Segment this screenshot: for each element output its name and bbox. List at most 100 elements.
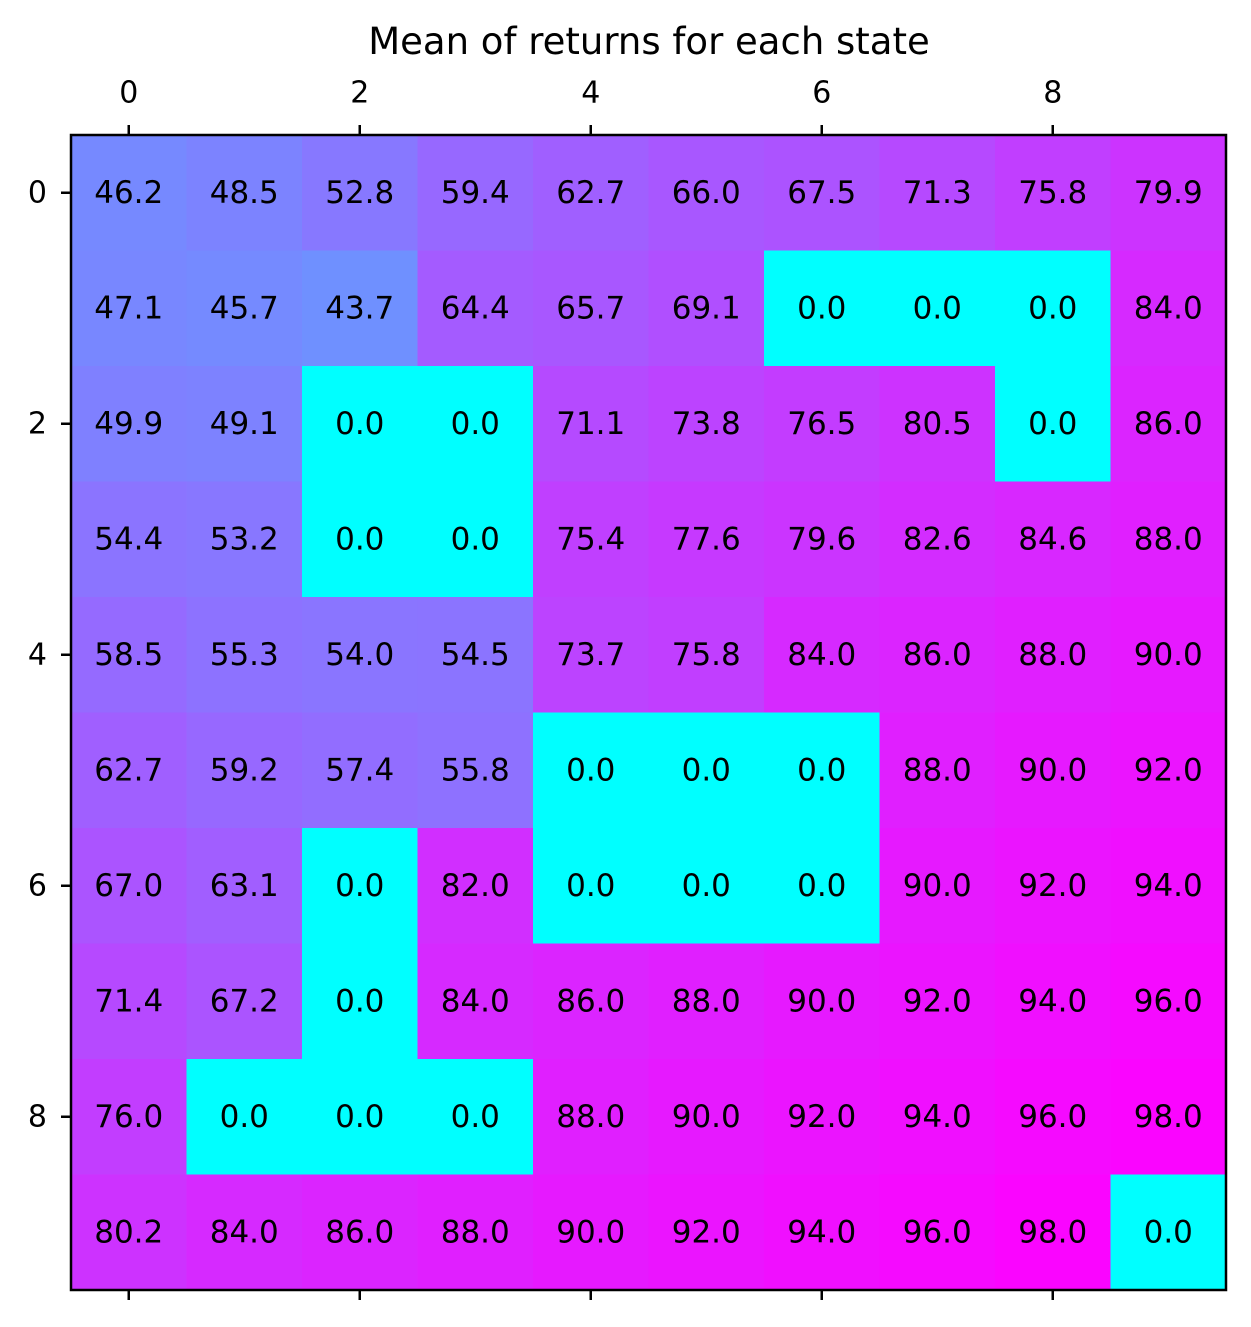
cell-value-label: 0.0	[335, 406, 384, 442]
heatmap-cell-r2-c8	[995, 366, 1112, 483]
heatmap-cell-r3-c8	[995, 481, 1112, 598]
cell-value-label: 90.0	[672, 1099, 741, 1135]
cell-value-label: 94.0	[1018, 983, 1087, 1019]
cell-value-label: 0.0	[682, 752, 731, 788]
heatmap-cell-r3-c4	[533, 481, 650, 598]
cell-value-label: 57.4	[325, 752, 394, 788]
heatmap-cell-r9-c8	[995, 1174, 1112, 1291]
heatmap-cell-r6-c9	[1110, 828, 1227, 945]
heatmap-cell-r0-c9	[1110, 135, 1227, 252]
cell-value-label: 62.7	[94, 752, 163, 788]
heatmap-cell-r4-c7	[879, 597, 996, 714]
cell-value-label: 0.0	[220, 1099, 269, 1135]
cell-value-label: 75.8	[672, 637, 741, 673]
cell-value-label: 0.0	[566, 752, 615, 788]
cell-value-label: 59.2	[210, 752, 279, 788]
cell-value-label: 76.5	[787, 406, 856, 442]
cell-value-label: 54.4	[94, 521, 163, 557]
heatmap-cell-r2-c1	[186, 366, 303, 483]
heatmap-cell-r6-c2	[302, 828, 419, 945]
cell-value-label: 92.0	[903, 983, 972, 1019]
cell-value-label: 67.2	[210, 983, 279, 1019]
heatmap-cell-r1-c6	[764, 250, 881, 367]
heatmap-cell-r4-c1	[186, 597, 303, 714]
cell-value-label: 90.0	[787, 983, 856, 1019]
cell-value-label: 86.0	[903, 637, 972, 673]
heatmap-cell-r9-c4	[533, 1174, 650, 1291]
heatmap-cell-r8-c2	[302, 1059, 419, 1176]
cell-value-label: 90.0	[903, 868, 972, 904]
heatmap-cell-r5-c7	[879, 712, 996, 829]
heatmap-cell-r6-c1	[186, 828, 303, 945]
heatmap-cell-r2-c0	[71, 366, 188, 483]
heatmap-cell-r0-c0	[71, 135, 188, 252]
heatmap-cell-r5-c5	[648, 712, 765, 829]
cell-value-label: 96.0	[1018, 1099, 1087, 1135]
x-tick-label: 0	[119, 76, 138, 111]
heatmap-cell-r5-c3	[417, 712, 534, 829]
heatmap-cell-r1-c5	[648, 250, 765, 367]
heatmap-cell-r9-c9	[1110, 1174, 1227, 1291]
heatmap-cell-r7-c5	[648, 943, 765, 1060]
cell-value-label: 53.2	[210, 521, 279, 557]
heatmap-cell-r9-c1	[186, 1174, 303, 1291]
heatmap-cell-r1-c0	[71, 250, 188, 367]
cell-value-label: 66.0	[672, 175, 741, 211]
cell-value-label: 75.4	[556, 521, 625, 557]
cell-value-label: 52.8	[325, 175, 394, 211]
cell-value-label: 71.4	[94, 983, 163, 1019]
heatmap-cell-r9-c2	[302, 1174, 419, 1291]
heatmap-cell-r0-c6	[764, 135, 881, 252]
heatmap-cell-r4-c0	[71, 597, 188, 714]
cell-value-label: 71.1	[556, 406, 625, 442]
cell-value-label: 92.0	[672, 1214, 741, 1250]
cell-value-label: 88.0	[441, 1214, 510, 1250]
heatmap-cell-r0-c5	[648, 135, 765, 252]
cell-value-label: 45.7	[210, 290, 279, 326]
cell-value-label: 54.5	[441, 637, 510, 673]
axes-frame	[69, 133, 1228, 1292]
heatmap-cell-r9-c6	[764, 1174, 881, 1291]
heatmap-cell-r9-c5	[648, 1174, 765, 1291]
cell-value-label: 65.7	[556, 290, 625, 326]
cell-value-label: 58.5	[94, 637, 163, 673]
heatmap-cell-r5-c2	[302, 712, 419, 829]
heatmap-cell-r4-c2	[302, 597, 419, 714]
heatmap-cell-r8-c3	[417, 1059, 534, 1176]
heatmap-cell-r8-c0	[71, 1059, 188, 1176]
heatmap-cell-r7-c7	[879, 943, 996, 1060]
cell-value-label: 0.0	[335, 983, 384, 1019]
cell-value-label: 64.4	[441, 290, 510, 326]
heatmap-cell-r1-c4	[533, 250, 650, 367]
heatmap-cell-r8-c1	[186, 1059, 303, 1176]
heatmap-cell-r8-c9	[1110, 1059, 1227, 1176]
heatmap-cell-r7-c9	[1110, 943, 1227, 1060]
heatmap-cell-r4-c4	[533, 597, 650, 714]
cell-value-label: 88.0	[903, 752, 972, 788]
heatmap-cell-r7-c3	[417, 943, 534, 1060]
heatmap-cell-r4-c5	[648, 597, 765, 714]
heatmap-cell-r5-c6	[764, 712, 881, 829]
heatmap-cell-r0-c1	[186, 135, 303, 252]
cell-value-label: 0.0	[797, 752, 846, 788]
cell-value-label: 86.0	[1134, 406, 1203, 442]
heatmap-cell-r5-c9	[1110, 712, 1227, 829]
heatmap-cell-r1-c8	[995, 250, 1112, 367]
heatmap-cell-r6-c0	[71, 828, 188, 945]
heatmap-cell-r8-c7	[879, 1059, 996, 1176]
cell-value-label: 0.0	[335, 521, 384, 557]
y-tick-label: 6	[28, 868, 47, 903]
heatmap-cells	[71, 135, 1227, 1291]
cell-value-label: 90.0	[556, 1214, 625, 1250]
cell-value-label: 0.0	[1028, 406, 1077, 442]
heatmap-cell-r1-c9	[1110, 250, 1227, 367]
cell-value-label: 84.6	[1018, 521, 1087, 557]
cell-value-label: 84.0	[1134, 290, 1203, 326]
cell-value-label: 88.0	[1134, 521, 1203, 557]
cell-value-label: 77.6	[672, 521, 741, 557]
heatmap-cell-r2-c9	[1110, 366, 1227, 483]
cell-value-label: 0.0	[335, 1099, 384, 1135]
cell-value-label: 71.3	[903, 175, 972, 211]
cell-value-label: 73.8	[672, 406, 741, 442]
cell-value-label: 79.6	[787, 521, 856, 557]
